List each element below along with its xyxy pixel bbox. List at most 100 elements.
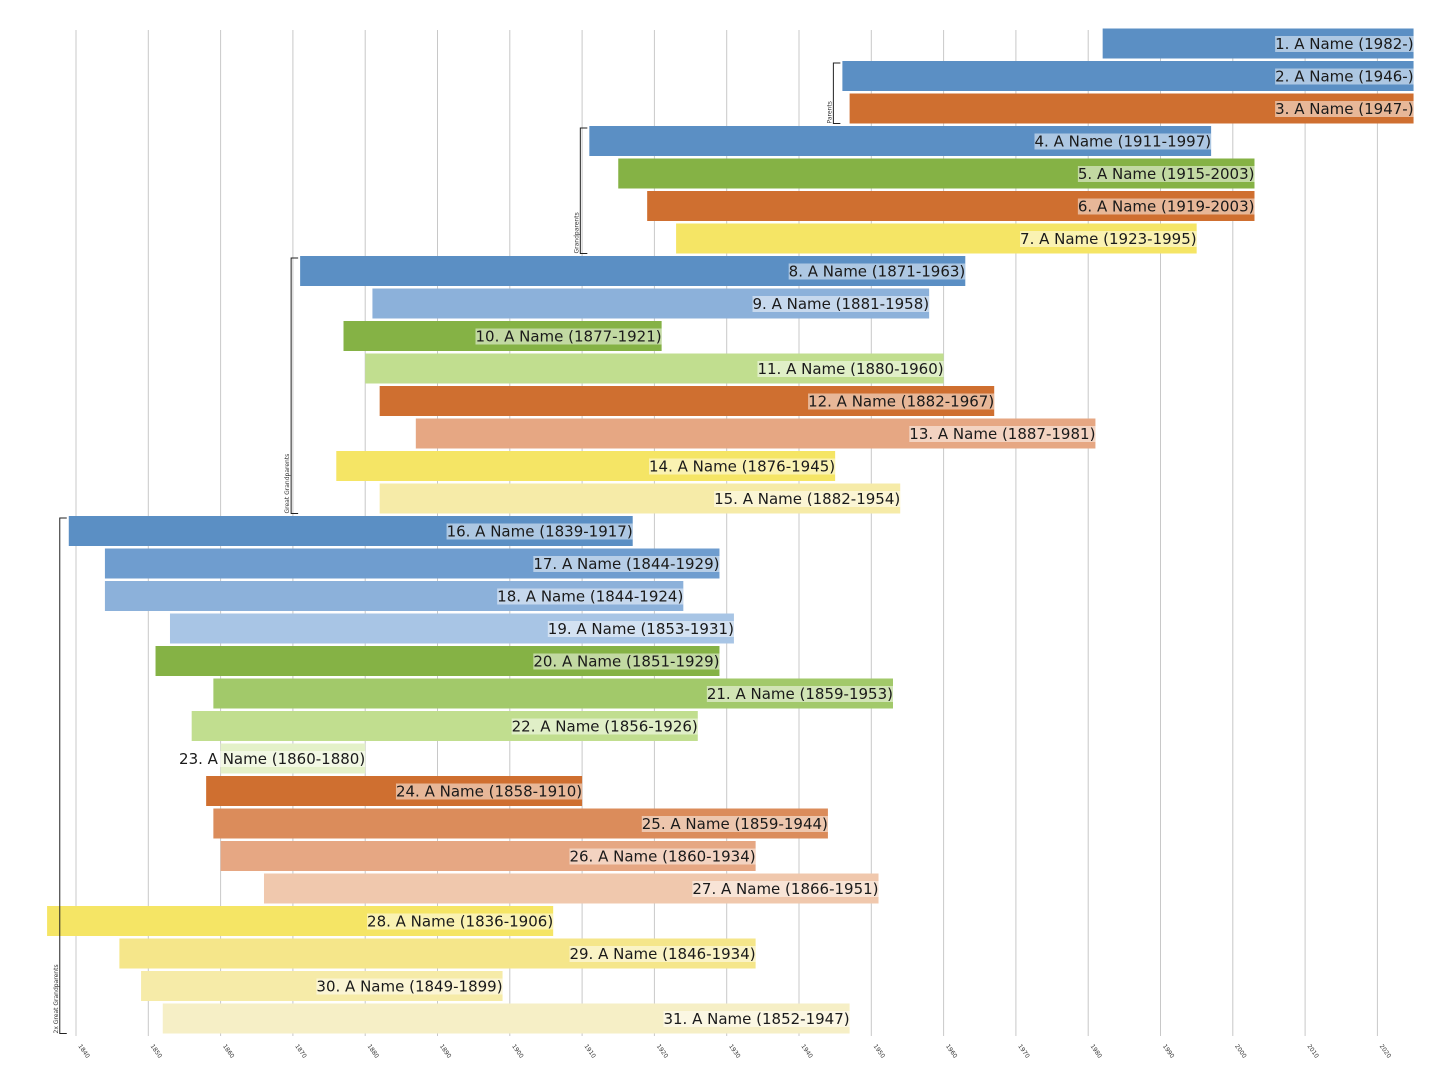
generation-label: 2x Great Grandparents bbox=[53, 964, 60, 1033]
person-row: 15. A Name (1882-1954) bbox=[379, 483, 901, 514]
person-label-background bbox=[316, 978, 503, 995]
tick-label-1840: 1840 bbox=[76, 1043, 91, 1060]
tick-label-1870: 1870 bbox=[293, 1043, 308, 1060]
person-label: 26. A Name (1860-1934) bbox=[569, 848, 755, 866]
person-label: 23. A Name (1860-1880) bbox=[179, 750, 365, 768]
person-label-background bbox=[395, 783, 583, 800]
generation-bracket: 2x Great Grandparents bbox=[53, 517, 67, 1034]
person-label-background bbox=[649, 458, 836, 475]
person-label: 9. A Name (1881-1958) bbox=[753, 295, 930, 313]
person-row: 1. A Name (1982-) bbox=[1102, 28, 1414, 59]
person-row: 20. A Name (1851-1929) bbox=[155, 646, 720, 676]
person-label: 6. A Name (1919-2003) bbox=[1078, 198, 1255, 216]
generation-label: Parents bbox=[826, 101, 833, 123]
person-label-background bbox=[1077, 198, 1255, 215]
person-label: 13. A Name (1887-1981) bbox=[909, 425, 1095, 443]
person-label-background bbox=[752, 296, 930, 312]
generation-bracket: Grandparents bbox=[573, 127, 588, 254]
person-label: 2. A Name (1946-) bbox=[1275, 68, 1413, 86]
generation-label: Great Grandparents bbox=[284, 454, 291, 514]
person-label-background bbox=[533, 556, 720, 572]
person-label-background bbox=[367, 913, 554, 930]
tick-label-1860: 1860 bbox=[221, 1043, 236, 1060]
person-row: 16. A Name (1839-1917) bbox=[68, 516, 633, 546]
person-row: 31. A Name (1852-1947) bbox=[162, 1003, 850, 1034]
person-label-background bbox=[533, 653, 720, 670]
person-row: 10. A Name (1877-1921) bbox=[343, 321, 662, 351]
person-row: 4. A Name (1911-1997) bbox=[589, 126, 1212, 156]
generation-label: Grandparents bbox=[573, 212, 580, 253]
person-label: 30. A Name (1849-1899) bbox=[316, 978, 502, 996]
person-row: 3. A Name (1947-) bbox=[849, 93, 1414, 124]
person-label-background bbox=[475, 328, 662, 345]
person-row: 28. A Name (1836-1906) bbox=[47, 906, 554, 936]
person-label: 11. A Name (1880-1960) bbox=[757, 360, 943, 378]
person-row: 17. A Name (1844-1929) bbox=[104, 548, 720, 579]
generation-bracket: Parents bbox=[826, 62, 841, 124]
person-row: 21. A Name (1859-1953) bbox=[213, 678, 893, 709]
person-row: 22. A Name (1856-1926) bbox=[191, 711, 698, 741]
person-label-background bbox=[1275, 101, 1414, 117]
tick-label-1940: 1940 bbox=[799, 1043, 814, 1060]
person-label: 21. A Name (1859-1953) bbox=[707, 685, 893, 703]
tick-label-2020: 2020 bbox=[1378, 1043, 1393, 1060]
bracket-line bbox=[579, 127, 588, 254]
person-row: 13. A Name (1887-1981) bbox=[415, 418, 1096, 449]
person-label: 14. A Name (1876-1945) bbox=[649, 458, 835, 476]
person-label-background bbox=[511, 718, 698, 735]
person-row: 5. A Name (1915-2003) bbox=[618, 158, 1255, 189]
x-axis-tick-labels: 1840 1850 1860 1870 1880 1890 1900 1910 1920 1930… bbox=[76, 1043, 1392, 1060]
bracket-line bbox=[59, 517, 67, 1034]
person-label: 15. A Name (1882-1954) bbox=[714, 490, 900, 508]
person-label-background bbox=[706, 686, 893, 702]
person-label: 27. A Name (1866-1951) bbox=[692, 880, 878, 898]
tick-label-1960: 1960 bbox=[944, 1043, 959, 1060]
person-label-background bbox=[1275, 68, 1414, 85]
person-label: 25. A Name (1859-1944) bbox=[642, 815, 828, 833]
person-row: 25. A Name (1859-1944) bbox=[213, 808, 828, 839]
person-label-background bbox=[1034, 133, 1212, 150]
generation-bracket: Great Grandparents bbox=[284, 257, 299, 514]
person-row: 30. A Name (1849-1899) bbox=[141, 971, 503, 1001]
person-label-background bbox=[547, 621, 734, 637]
person-row: 6. A Name (1919-2003) bbox=[647, 191, 1255, 221]
person-label-background bbox=[1275, 36, 1414, 52]
person-label: 24. A Name (1858-1910) bbox=[396, 783, 582, 801]
person-label: 4. A Name (1911-1997) bbox=[1035, 133, 1212, 151]
person-label-background bbox=[446, 523, 633, 540]
tick-label-1980: 1980 bbox=[1089, 1043, 1104, 1060]
person-label-background bbox=[692, 881, 879, 897]
generation-brackets: Parents Grandparents Great Grandparents 2x … bbox=[53, 62, 841, 1034]
person-label: 12. A Name (1882-1967) bbox=[808, 393, 994, 411]
person-row: 7. A Name (1923-1995) bbox=[676, 223, 1197, 254]
person-label: 31. A Name (1852-1947) bbox=[663, 1010, 849, 1028]
person-row: 18. A Name (1844-1924) bbox=[104, 581, 684, 611]
person-label-background bbox=[909, 426, 1096, 442]
person-row: 23. A Name (1860-1880) bbox=[179, 743, 366, 774]
person-label: 22. A Name (1856-1926) bbox=[512, 718, 698, 736]
person-label: 7. A Name (1923-1995) bbox=[1020, 230, 1197, 248]
person-row: 24. A Name (1858-1910) bbox=[206, 776, 583, 806]
person-label-background bbox=[757, 361, 944, 377]
tick-label-1850: 1850 bbox=[149, 1043, 164, 1060]
bracket-line bbox=[832, 62, 841, 124]
person-label-background bbox=[788, 263, 966, 280]
tick-label-1900: 1900 bbox=[510, 1043, 525, 1060]
person-label: 16. A Name (1839-1917) bbox=[447, 523, 633, 541]
tick-label-1890: 1890 bbox=[438, 1043, 453, 1060]
bracket-line bbox=[290, 257, 299, 514]
tick-label-1920: 1920 bbox=[655, 1043, 670, 1060]
person-row: 29. A Name (1846-1934) bbox=[119, 938, 756, 969]
person-row: 11. A Name (1880-1960) bbox=[365, 353, 944, 384]
person-row: 9. A Name (1881-1958) bbox=[372, 288, 930, 319]
person-label-background bbox=[1020, 231, 1197, 247]
person-row: 19. A Name (1853-1931) bbox=[169, 613, 734, 644]
tick-label-2010: 2010 bbox=[1305, 1043, 1320, 1060]
tick-label-1910: 1910 bbox=[582, 1043, 597, 1060]
tick-label-1880: 1880 bbox=[366, 1043, 381, 1060]
person-label-background bbox=[808, 393, 995, 410]
person-row: 12. A Name (1882-1967) bbox=[379, 386, 995, 416]
tick-label-1970: 1970 bbox=[1016, 1043, 1031, 1060]
person-label: 18. A Name (1844-1924) bbox=[497, 588, 683, 606]
